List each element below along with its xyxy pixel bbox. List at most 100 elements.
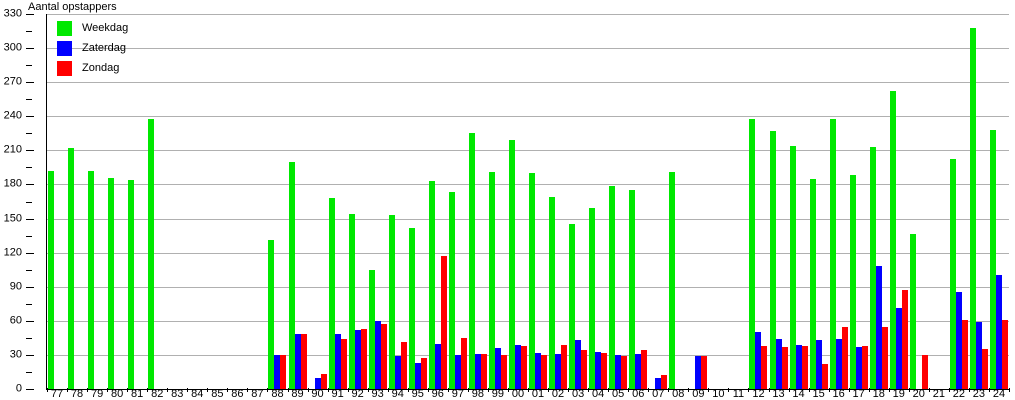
x-axis-tick-mark <box>628 388 630 392</box>
bar-zondag <box>300 334 307 389</box>
bar-group <box>309 14 327 389</box>
x-axis-tick-label: 02 <box>551 388 565 400</box>
bar-zaterdag <box>875 266 882 389</box>
bar-zondag <box>380 324 387 389</box>
x-axis-tick-mark <box>548 388 550 392</box>
bar-group <box>88 14 106 389</box>
x-axis-tick-mark <box>107 388 109 392</box>
x-axis-tick-label: 92 <box>351 388 364 400</box>
bar-zaterdag <box>555 353 562 389</box>
x-axis-tick-mark <box>87 388 89 392</box>
bar-zondag <box>961 319 968 389</box>
bar-zondag <box>440 256 447 389</box>
bar-group <box>68 14 86 389</box>
y-axis-tick-label: 30 <box>9 348 22 361</box>
gridline <box>47 252 1009 254</box>
bar-group <box>949 14 968 389</box>
bar-group <box>128 14 146 389</box>
bar-zondag <box>881 326 888 389</box>
y-axis-tick-mark <box>26 150 34 152</box>
x-axis-tick-label: 82 <box>151 388 164 400</box>
bar-group <box>849 14 868 389</box>
bar-group <box>448 14 467 389</box>
bar-group <box>789 14 808 389</box>
bar-weekdag <box>328 198 335 389</box>
x-axis-tick-mark <box>788 388 790 392</box>
legend-item-zondag[interactable]: Zondag <box>57 58 177 78</box>
gridline <box>47 116 1009 118</box>
bar-weekdag <box>909 234 916 389</box>
y-axis-tick-label: 300 <box>3 41 22 54</box>
x-axis-tick-label: 15 <box>812 388 825 400</box>
bar-zondag <box>901 290 908 389</box>
bar-group <box>829 14 848 389</box>
bar-zaterdag <box>454 354 461 389</box>
x-axis-tick-mark <box>227 388 229 392</box>
x-axis-tick-label: 80 <box>111 388 124 400</box>
bar-weekdag <box>749 118 756 389</box>
x-axis-tick-label: 99 <box>491 388 505 400</box>
y-axis-tick-label: 240 <box>3 109 22 122</box>
x-axis-tick-mark <box>988 388 990 392</box>
x-axis-tick-mark <box>347 388 349 392</box>
x-axis-tick-label: 86 <box>231 388 244 400</box>
bar-group <box>689 14 708 389</box>
x-axis-tick-mark <box>948 388 950 392</box>
bar-group <box>248 14 266 389</box>
bar-zondag <box>320 374 327 389</box>
y-axis-minor-tick <box>26 201 32 203</box>
x-axis-tick-mark <box>147 388 149 392</box>
bar-group <box>749 14 768 389</box>
bar-zondag <box>500 354 507 389</box>
x-axis-tick-mark <box>908 388 910 392</box>
bar-group <box>729 14 747 389</box>
x-axis-tick-label: 05 <box>612 388 625 400</box>
bar-group <box>969 14 988 389</box>
bar-zondag <box>420 358 427 389</box>
legend-item-weekdag[interactable]: Weekdag <box>57 18 177 38</box>
y-axis-minor-tick <box>26 235 32 237</box>
bar-weekdag <box>268 240 275 389</box>
bar-group <box>709 14 727 389</box>
bar-zondag <box>841 326 848 389</box>
y-axis-tick-label: 210 <box>3 143 22 156</box>
x-axis-tick-label: 21 <box>932 388 945 400</box>
x-axis-tick-mark <box>387 388 389 392</box>
bar-group <box>869 14 888 389</box>
bar-zaterdag <box>795 344 802 389</box>
bar-zaterdag <box>655 377 662 389</box>
bar-group <box>188 14 206 389</box>
legend-item-zaterdag[interactable]: Zaterdag <box>57 38 177 58</box>
bar-zaterdag <box>334 334 341 389</box>
y-axis-tick-mark <box>26 389 34 390</box>
y-axis-tick-label: 120 <box>3 246 22 259</box>
legend-label: Zaterdag <box>82 41 127 54</box>
x-axis-tick-mark <box>407 388 409 392</box>
bar-group <box>268 14 287 389</box>
x-axis-tick-mark <box>968 388 970 392</box>
y-axis-tick-mark <box>26 354 34 356</box>
bar-weekdag <box>388 215 395 389</box>
bar-zondag <box>801 345 808 389</box>
bar-weekdag <box>969 27 976 389</box>
bar-zaterdag <box>374 320 381 389</box>
x-axis-tick-mark <box>688 388 690 392</box>
x-axis-tick-mark <box>568 388 570 392</box>
plot-area <box>47 14 1009 390</box>
bar-weekdag <box>849 175 856 389</box>
bar-zaterdag <box>775 339 782 389</box>
bar-weekdag <box>589 208 596 389</box>
x-axis-tick-mark <box>608 388 610 392</box>
y-axis-minor-tick <box>26 99 32 101</box>
y-axis-minor-tick <box>26 65 32 67</box>
bar-group <box>148 14 166 389</box>
bar-group <box>549 14 568 389</box>
x-axis-tick-label: 19 <box>892 388 905 400</box>
x-axis-tick-label: 09 <box>692 388 705 400</box>
x-axis-tick-label: 95 <box>411 388 424 400</box>
x-axis-tick-mark <box>528 388 529 392</box>
bar-zaterdag <box>595 351 602 389</box>
x-axis-tick-mark <box>167 388 169 392</box>
bar-weekdag <box>128 179 135 389</box>
bar-zondag <box>661 375 668 389</box>
